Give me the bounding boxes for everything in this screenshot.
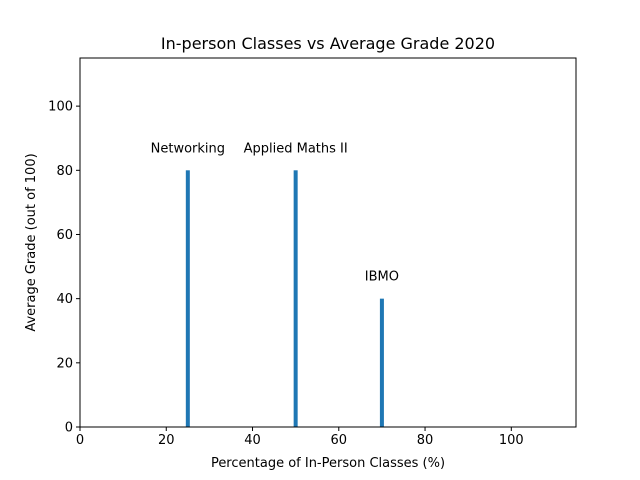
x-tick-label: 20 — [158, 433, 175, 448]
x-tick-label: 80 — [417, 433, 434, 448]
annotations-layer: Networking Applied Maths II IBMO — [151, 141, 399, 284]
chart-title: In-person Classes vs Average Grade 2020 — [161, 34, 495, 53]
x-tick-label: 0 — [76, 433, 84, 448]
y-tick-label: 100 — [48, 100, 73, 115]
y-axis-label: Average Grade (out of 100) — [24, 153, 39, 331]
y-tick-label: 0 — [65, 421, 73, 436]
y-tick-label: 80 — [56, 164, 73, 179]
y-tick-label: 40 — [56, 292, 73, 307]
y-axis: 0 20 40 60 80 100 — [48, 100, 80, 436]
bar-annotation: Networking — [151, 141, 225, 156]
bar — [185, 170, 190, 427]
bar-annotation: IBMO — [365, 270, 399, 285]
bar — [379, 298, 384, 427]
x-tick-label: 60 — [331, 433, 348, 448]
x-tick-label: 100 — [499, 433, 524, 448]
plot-frame — [79, 57, 577, 428]
bar-annotation: Applied Maths II — [244, 141, 348, 156]
bar — [293, 170, 298, 427]
x-axis-label: Percentage of In-Person Classes (%) — [211, 456, 445, 471]
y-tick-label: 20 — [56, 356, 73, 371]
y-tick-label: 60 — [56, 228, 73, 243]
x-tick-label: 40 — [244, 433, 261, 448]
x-axis: 0 20 40 60 80 100 — [76, 427, 524, 448]
bars-layer — [185, 170, 384, 427]
